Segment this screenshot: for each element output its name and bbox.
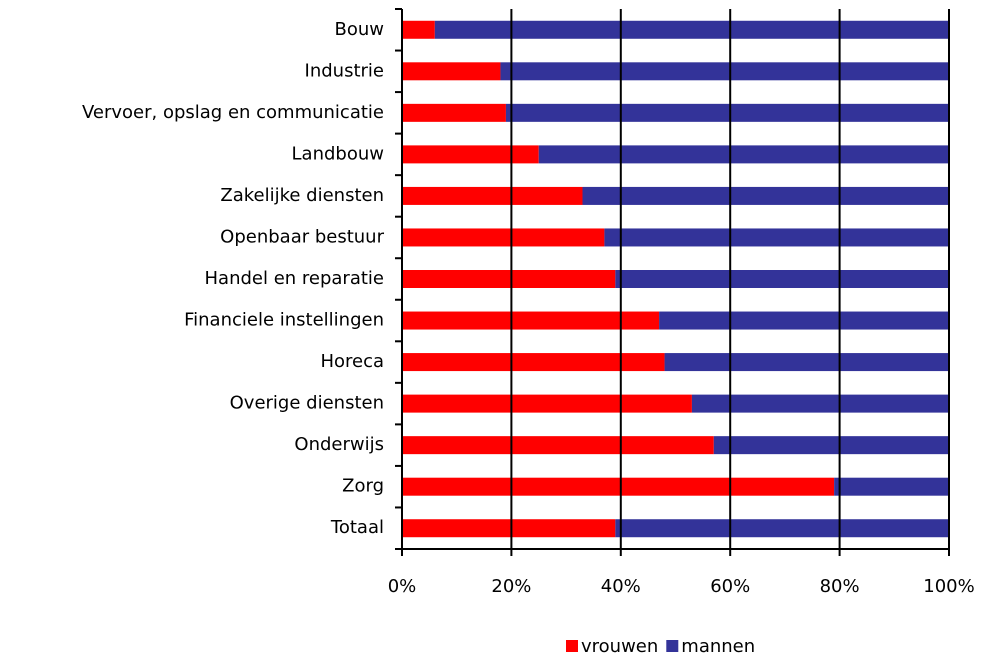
y-tick-label: Handel en reparatie: [205, 268, 385, 289]
bar-segment: [402, 20, 435, 39]
bar-segment: [402, 311, 660, 330]
bar-segment: [500, 62, 949, 81]
bar-segment: [402, 62, 501, 81]
x-tick-label: 60%: [710, 576, 750, 597]
bar-segment: [713, 436, 949, 455]
x-tick-label: 80%: [820, 576, 860, 597]
y-tick-label: Overige diensten: [230, 393, 384, 414]
y-tick-label: Zakelijke diensten: [220, 185, 384, 206]
y-tick-label: Landbouw: [292, 143, 384, 164]
bar-segment: [604, 228, 949, 247]
bar-segment: [659, 311, 949, 330]
bar-segment: [402, 145, 539, 164]
legend-swatch: [566, 640, 578, 652]
bar-segment: [615, 270, 949, 288]
bar-segment: [402, 186, 583, 205]
legend-swatch: [666, 640, 679, 652]
x-tick-label: 100%: [923, 576, 974, 597]
y-tick-label: Industrie: [305, 60, 384, 81]
bar-segment: [402, 270, 616, 288]
x-tick-label: 0%: [388, 576, 417, 597]
bar-segment: [664, 353, 949, 372]
x-tick-label: 40%: [601, 576, 641, 597]
bar-segment: [402, 519, 616, 538]
y-tick-label: Totaal: [330, 517, 384, 538]
bar-segment: [402, 394, 692, 413]
y-tick-label: Openbaar bestuur: [220, 226, 384, 247]
legend-label: mannen: [681, 636, 755, 657]
bar-segment: [402, 353, 665, 372]
y-tick-label: Zorg: [342, 476, 384, 497]
y-tick-label: Vervoer, opslag en communicatie: [82, 102, 384, 123]
bar-segment: [582, 186, 949, 205]
bar-segment: [834, 477, 949, 496]
bar-segment: [402, 436, 714, 455]
y-tick-label: Horeca: [320, 351, 384, 372]
y-tick-label: Financiele instellingen: [184, 310, 384, 331]
y-tick-label: Onderwijs: [294, 434, 384, 455]
bar-segment: [505, 103, 949, 122]
bar-segment: [615, 519, 949, 538]
legend-label: vrouwen: [581, 636, 658, 657]
bar-segment: [402, 228, 605, 247]
y-tick-label: Bouw: [335, 19, 385, 40]
bar-segment: [402, 103, 506, 122]
bar-segment: [691, 394, 949, 413]
bar-segment: [434, 20, 949, 39]
x-tick-label: 20%: [491, 576, 531, 597]
bar-segment: [402, 477, 835, 496]
bar-segment: [538, 145, 949, 164]
